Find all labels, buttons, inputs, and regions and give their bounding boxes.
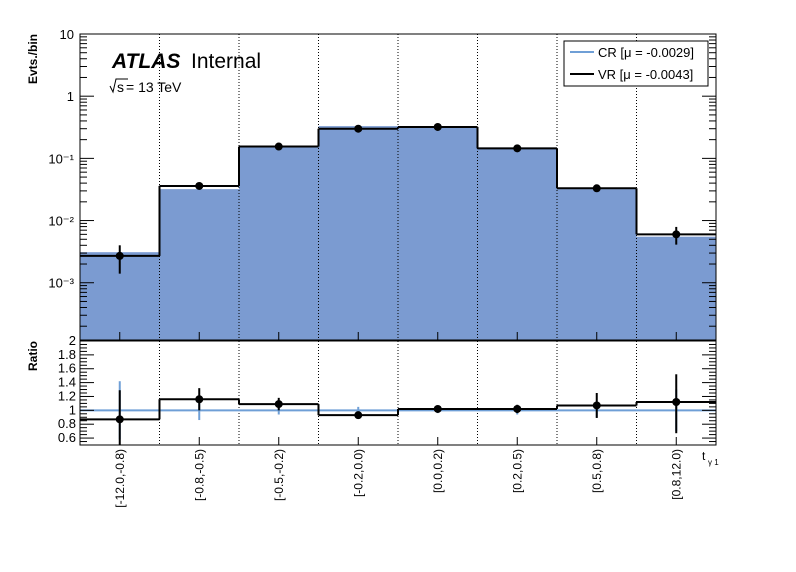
x-category-label-7: [0.8,12.0) — [669, 449, 683, 500]
vr-point-0 — [115, 251, 124, 260]
cr-bar-7 — [636, 236, 716, 340]
cr-bar-4 — [398, 126, 478, 340]
vr-point-3 — [354, 124, 363, 133]
upper-panel: 10 1 10⁻¹ 10⁻² 10⁻³ — [48, 27, 717, 341]
ratio-y-tick-label: 2 — [69, 333, 76, 348]
x-category-label-6: [0.5,0.8) — [590, 449, 604, 493]
upper-y-tick-label: 10⁻² — [48, 214, 74, 229]
ratio-vr-point-5 — [513, 404, 522, 413]
ratio-y-tick-label: 1.2 — [58, 388, 76, 403]
upper-y-axis-title: Evts./bin — [26, 34, 40, 84]
legend-cr-label: CR [μ = -0.0029] — [598, 45, 694, 60]
internal-label: Internal — [191, 50, 261, 73]
ratio-vr-point-6 — [592, 401, 601, 410]
upper-y-tick-label: 10⁻¹ — [48, 151, 74, 166]
x-category-label-5: [0.2,0.5) — [510, 449, 524, 493]
vr-point-5 — [513, 144, 522, 153]
ratio-vr-point-0 — [115, 415, 124, 424]
vr-point-4 — [433, 122, 442, 131]
ratio-vr-point-4 — [433, 404, 442, 413]
x-category-label-3: [-0.2,0.0) — [351, 449, 365, 497]
ratio-vr-point-1 — [195, 395, 204, 404]
vr-point-2 — [274, 142, 283, 151]
vr-point-7 — [672, 230, 681, 239]
atlas-label: ATLAS — [111, 50, 180, 73]
ratio-y-tick-label: 1.8 — [58, 347, 76, 362]
legend: CR [μ = -0.0029] VR [μ = -0.0043] — [563, 40, 709, 87]
ratio-vr-point-7 — [672, 398, 681, 407]
upper-y-tick-label: 10⁻³ — [48, 276, 74, 291]
energy-sqrt-symbol: s — [117, 79, 124, 95]
x-category-label-2: [-0.5,-0.2) — [272, 449, 286, 501]
upper-frame — [79, 33, 717, 341]
x-category-label-1: [-0.8,-0.5) — [192, 449, 206, 501]
cr-bar-3 — [318, 126, 398, 340]
ratio-vr-point-2 — [274, 400, 283, 409]
vr-point-6 — [592, 184, 601, 193]
x-axis-title-sub: γ 1 — [708, 458, 719, 467]
energy-value: = 13 TeV — [126, 79, 182, 95]
ratio-y-tick-label: 1.4 — [58, 375, 76, 390]
ratio-y-tick-label: 0.8 — [58, 416, 76, 431]
cr-bar-5 — [477, 147, 557, 340]
vr-point-1 — [195, 181, 204, 190]
ratio-y-axis-title: Ratio — [26, 341, 40, 371]
energy-label: s = 13 TeV — [109, 78, 182, 95]
cr-bar-6 — [557, 189, 637, 340]
ratio-y-tick-label: 0.6 — [58, 430, 76, 445]
legend-box — [563, 40, 709, 87]
upper-y-tick-label: 10 — [60, 27, 74, 42]
legend-vr-label: VR [μ = -0.0043] — [598, 67, 693, 82]
cr-bar-2 — [239, 147, 319, 340]
x-axis-title-main: t — [702, 449, 706, 463]
x-category-label-0: [-12.0,-0.8) — [113, 449, 127, 508]
ratio-y-tick-label: 1 — [69, 402, 76, 417]
x-axis-title: t γ 1 — [702, 449, 719, 467]
upper-y-tick-label: 1 — [67, 89, 74, 104]
ratio-y-tick-label: 1.6 — [58, 361, 76, 376]
ratio-vr-point-3 — [354, 411, 363, 420]
sqrt-sign-icon — [109, 78, 128, 94]
ratio-panel: 21.81.61.41.210.80.6 [-12.0,-0.8) [-0.8,-… — [58, 333, 717, 508]
x-category-label-4: [0.0,0.2) — [431, 449, 445, 493]
cr-bar-1 — [159, 189, 239, 340]
